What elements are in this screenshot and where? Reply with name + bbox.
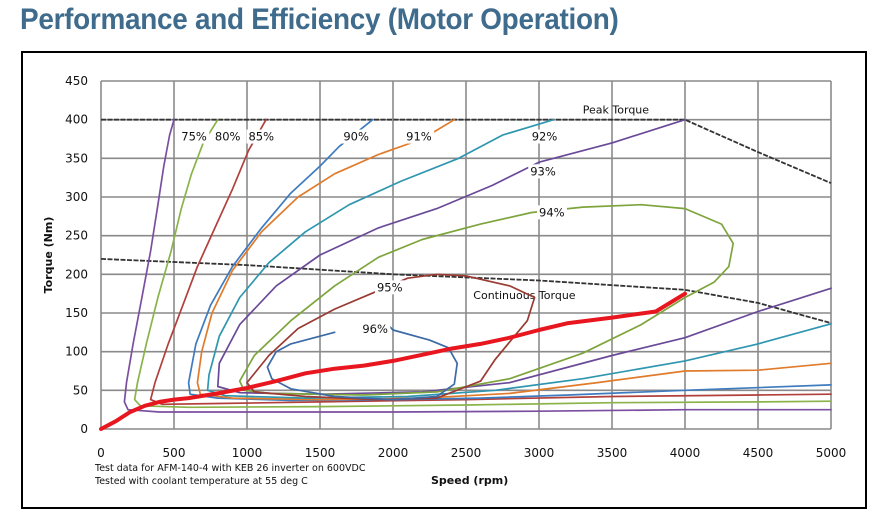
peak-torque-line [101, 118, 832, 184]
y-tick-label: 200 [65, 267, 88, 281]
x-tick-label: 2000 [378, 446, 409, 460]
y-tick-label: 150 [65, 306, 88, 320]
contour-label-background [360, 322, 391, 337]
x-tick-label: 3000 [524, 446, 555, 460]
efficiency-contours [123, 118, 832, 413]
efficiency-91-contour [196, 118, 832, 401]
contour-label-background [537, 205, 567, 220]
contour-label-background [528, 164, 559, 179]
contour-label-95: 95% [377, 280, 403, 294]
contour-label-80: 80% [215, 130, 241, 144]
continuous-operating-curve [99, 291, 687, 431]
contour-label-90: 90% [343, 130, 369, 144]
chart-frame [21, 51, 867, 509]
contour-label-92: 92% [532, 130, 558, 144]
x-tick-label: 2500 [451, 446, 482, 460]
contour-label-background [212, 129, 243, 144]
x-tick-label: 3500 [597, 446, 628, 460]
contour-label-background [341, 129, 372, 144]
y-axis-title: Torque (Nm) [42, 217, 55, 294]
page-title: Performance and Efficiency (Motor Operat… [20, 3, 619, 36]
test-note-1: Test data for AFM-140-4 with KEB 26 inve… [94, 463, 366, 474]
y-tick-label: 100 [65, 345, 88, 359]
y-tick-label: 300 [65, 190, 88, 204]
x-tick-label: 4000 [670, 446, 701, 460]
efficiency-93-contour [216, 118, 832, 396]
y-tick-label: 450 [65, 74, 88, 88]
x-tick-label: 1500 [305, 446, 336, 460]
efficiency-75-contour [123, 118, 832, 413]
contour-labels: 75% 80% 85% 90% 91% 92% 93% 94% 95% 96% [179, 129, 567, 337]
contour-label-93: 93% [530, 164, 556, 178]
contour-label-background [179, 129, 210, 144]
contour-label-background [374, 280, 405, 295]
efficiency-94-contour [238, 203, 735, 396]
contour-label-background [529, 129, 560, 144]
x-tick-label: 1000 [232, 446, 263, 460]
test-note-2: Tested with coolant temperature at 55 de… [94, 476, 308, 487]
x-tick-label: 0 [97, 446, 105, 460]
y-tick-label: 0 [80, 422, 88, 436]
x-tick-label: 5000 [816, 446, 847, 460]
tick-labels: 0 500 1000 1500 2000 2500 3000 3500 4000 4500 5000… [65, 74, 846, 460]
contour-label-91: 91% [406, 130, 432, 144]
contour-label-94: 94% [539, 205, 565, 219]
efficiency-80-contour [133, 118, 832, 409]
continuous-torque-line [100, 258, 832, 324]
y-tick-label: 250 [65, 229, 88, 243]
continuous-torque-label: Continuous Torque [473, 289, 575, 302]
efficiency-96-contour [266, 326, 459, 401]
contour-label-background [404, 129, 435, 144]
efficiency-90-contour [187, 118, 832, 402]
contour-label-75: 75% [181, 130, 207, 144]
operating-curve-group [99, 291, 687, 431]
contour-label-background [246, 129, 277, 144]
x-axis-title: Speed (rpm) [431, 474, 508, 487]
y-tick-label: 350 [65, 151, 88, 165]
contour-label-96: 96% [362, 322, 388, 336]
y-tick-label: 50 [73, 383, 88, 397]
x-tick-label: 500 [163, 446, 186, 460]
grid [100, 80, 832, 430]
limit-lines: Peak Torque Continuous Torque [100, 103, 832, 324]
efficiency-85-contour [149, 118, 832, 406]
efficiency-92-contour [206, 118, 832, 399]
x-tick-label: 4500 [743, 446, 774, 460]
y-tick-label: 400 [65, 113, 88, 127]
peak-torque-label: Peak Torque [583, 103, 649, 116]
contour-label-85: 85% [248, 130, 274, 144]
